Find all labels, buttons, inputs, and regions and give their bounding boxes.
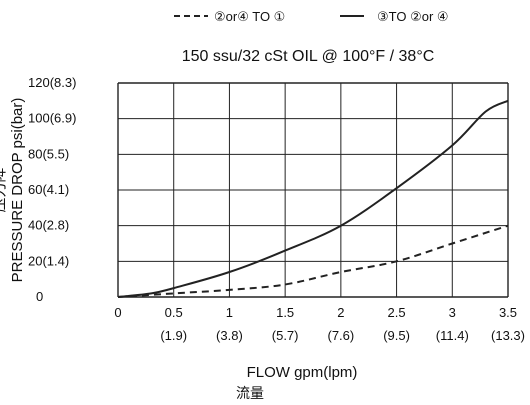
legend-label-solid: ③TO ②or ④: [377, 9, 449, 24]
series-group: [117, 99, 509, 298]
x-tick-sublabel: (13.3): [491, 328, 525, 343]
x-tick-sublabel: (1.9): [160, 328, 187, 343]
x-axis-label: FLOW gpm(lpm): [247, 364, 358, 381]
x-tick-sublabel: (5.7): [272, 328, 299, 343]
legend-label-dashed: ②or④ TO ①: [214, 9, 285, 24]
y-ticks: 0 20(1.4) 40(2.8) 60(4.1) 80(5.5) 100(6.9) 120…: [28, 75, 76, 304]
x-tick-sublabel: (9.5): [383, 328, 410, 343]
x-tick-sublabel: (3.8): [216, 328, 243, 343]
x-tick-sublabel: (11.4): [436, 328, 469, 343]
x-tick-label: 0.5: [165, 305, 183, 320]
y-tick-label: 20(1.4): [28, 253, 69, 268]
y-tick-label: 0: [36, 289, 43, 304]
x-tick-sublabel: (7.6): [327, 328, 354, 343]
x-tick-label: 2: [337, 305, 344, 320]
y-tick-label: 40(2.8): [28, 218, 69, 233]
x-tick-label: 1: [226, 305, 233, 320]
x-tick-label: 1.5: [276, 305, 294, 320]
series-line-solid: [117, 99, 509, 298]
y-tick-label: 100(6.9): [28, 111, 76, 126]
x-tick-label: 0: [114, 305, 121, 320]
y-tick-label: 80(5.5): [28, 146, 69, 161]
x-axis-label-cn: 流量: [236, 385, 264, 401]
x-tick-label: 2.5: [388, 305, 406, 320]
grid: [117, 82, 509, 298]
y-axis-label: PRESSURE DROP psi(bar): [9, 98, 26, 283]
x-ticks: 0 0.5 (1.9) 1 (3.8) 1.5 (5.7) 2 (7.6) 2.5 (9.5) 3 (1…: [114, 305, 525, 343]
y-tick-label: 60(4.1): [28, 182, 69, 197]
series-line-dashed: [117, 224, 509, 298]
x-tick-label: 3: [449, 305, 456, 320]
legend: ②or④ TO ① ③TO ②or ④: [174, 9, 449, 24]
chart-title: 150 ssu/32 cSt OIL @ 100°F / 38°C: [182, 48, 435, 65]
y-axis-label-cn: 压力降: [0, 167, 8, 212]
y-tick-label: 120(8.3): [28, 75, 76, 90]
x-tick-label: 3.5: [499, 305, 517, 320]
